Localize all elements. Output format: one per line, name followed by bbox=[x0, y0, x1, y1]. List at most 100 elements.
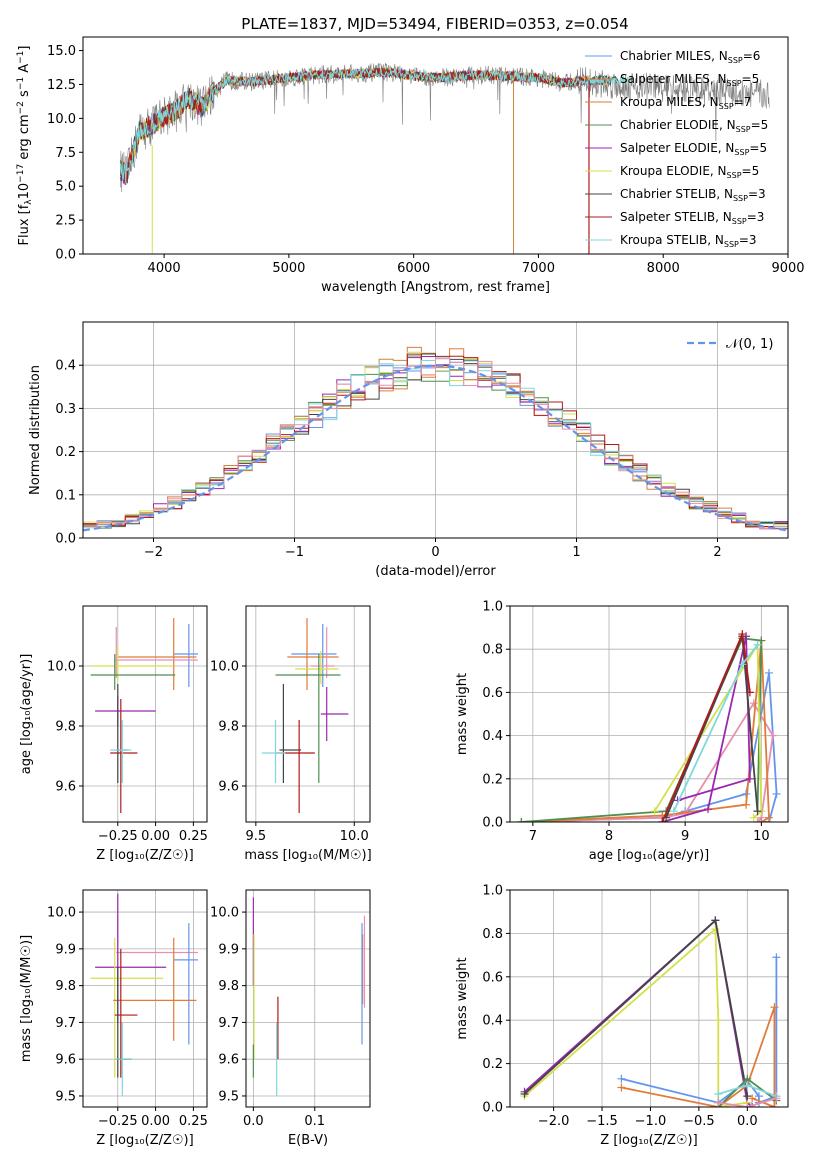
series-marker bbox=[517, 818, 526, 822]
y-tick-label: 0.0 bbox=[55, 532, 76, 547]
x-tick-label: 9000 bbox=[771, 261, 804, 276]
series-marker bbox=[743, 1103, 752, 1107]
histograms bbox=[83, 346, 788, 532]
y-tick-label: 9.7 bbox=[218, 1016, 239, 1031]
legend-entry-6: Kroupa ELODIE, NSSP=5 bbox=[620, 164, 759, 180]
series-line-5 bbox=[621, 1006, 776, 1107]
y-axis-label-part: −17 bbox=[16, 164, 26, 183]
y-tick-label: 0.8 bbox=[482, 927, 503, 942]
mass-weight-vs-age-panel: 7 8 9 10 0.0 0.2 0.4 0.6 0.8 1.0 age [log₁₀(age/yr… bbox=[455, 600, 789, 863]
x-tick-label: 0.0 bbox=[737, 1114, 758, 1129]
series-line-3 bbox=[521, 640, 770, 822]
legend-text: Chabrier STELIB, N bbox=[620, 187, 733, 201]
legend-suffix: =7 bbox=[734, 95, 752, 109]
x-tick-label: 0.00 bbox=[141, 829, 170, 844]
y-tick-label: 7.5 bbox=[55, 146, 76, 161]
age-vs-metallicity-panel: −0.25 0.00 0.25 9.6 9.8 10.0 Z [log₁₀(Z/Z☉)] ag… bbox=[19, 605, 208, 863]
axes-frame bbox=[82, 321, 789, 539]
y-tick-label: 9.9 bbox=[218, 942, 239, 957]
x-tick-label: 10 bbox=[753, 829, 770, 844]
legend-subscript: SSP bbox=[728, 56, 743, 65]
series-marker bbox=[745, 774, 754, 783]
residual-histogram-panel: −2 −1 0 1 2 0.0 0.1 0.2 0.3 0.4 (data-model)/error… bbox=[28, 321, 789, 579]
x-tick-label: 10.0 bbox=[340, 829, 369, 844]
x-tick-label: 4000 bbox=[148, 261, 181, 276]
legend-suffix: =3 bbox=[739, 233, 757, 247]
error-bars bbox=[90, 618, 198, 813]
y-axis-label-part: ] bbox=[17, 46, 32, 51]
axes-frame bbox=[245, 605, 371, 823]
y-axis-label: age [log₁₀(age/yr)] bbox=[19, 654, 34, 775]
y-axis-label: Flux [fλ10−17 erg cm−2 s−1 A−1] bbox=[16, 46, 34, 246]
error-bars bbox=[252, 897, 366, 1096]
series-marker bbox=[617, 1083, 626, 1092]
x-tick-label: 0 bbox=[431, 545, 439, 560]
series-marker bbox=[772, 789, 781, 798]
legend-entry-9: Kroupa STELIB, NSSP=3 bbox=[620, 233, 757, 249]
y-tick-label: 0.1 bbox=[55, 488, 76, 503]
age-vs-mass-panel: 9.5 10.0 9.6 9.8 10.0 mass [log₁₀(M/M☉)] bbox=[210, 605, 372, 863]
legend-subscript: SSP bbox=[732, 217, 747, 226]
y-tick-label: 9.5 bbox=[218, 1089, 239, 1104]
legend-subscript: SSP bbox=[727, 171, 742, 180]
y-tick-label: 10.0 bbox=[47, 660, 76, 675]
legend-subscript: SSP bbox=[733, 194, 748, 203]
y-axis-label-part: erg cm bbox=[17, 114, 32, 163]
series-marker bbox=[745, 688, 754, 697]
model-spectrum-9 bbox=[119, 68, 629, 184]
series-marker bbox=[772, 953, 781, 962]
series-marker bbox=[520, 1089, 529, 1098]
series-marker bbox=[738, 660, 747, 669]
y-tick-label: 9.6 bbox=[218, 1053, 239, 1068]
y-tick-label: 10.0 bbox=[210, 660, 239, 675]
x-axis-label: E(B-V) bbox=[288, 1133, 328, 1148]
y-tick-label: 0.4 bbox=[482, 729, 503, 744]
y-tick-label: 9.8 bbox=[218, 979, 239, 994]
legend-text: Kroupa STELIB, N bbox=[620, 233, 724, 247]
spectrum-lines bbox=[119, 63, 770, 254]
y-tick-label: 9.9 bbox=[55, 942, 76, 957]
y-tick-label: 0.2 bbox=[482, 772, 503, 787]
x-axis-label: wavelength [Angstrom, rest frame] bbox=[321, 280, 550, 295]
legend-suffix: =5 bbox=[749, 141, 767, 155]
y-axis-label-part: −1 bbox=[16, 77, 26, 90]
series-marker bbox=[617, 1074, 626, 1083]
y-tick-label: 9.8 bbox=[218, 720, 239, 735]
y-tick-label: 9.6 bbox=[55, 780, 76, 795]
series-marker bbox=[748, 1094, 757, 1103]
x-tick-label: 8 bbox=[605, 829, 613, 844]
legend-entry-7: Chabrier STELIB, NSSP=3 bbox=[620, 187, 766, 203]
x-tick-label: 8000 bbox=[647, 261, 680, 276]
y-axis-label-part: λ bbox=[24, 199, 34, 205]
x-tick-label: 0.0 bbox=[243, 1114, 264, 1129]
series-marker bbox=[711, 925, 720, 934]
mass-weight-lines bbox=[520, 916, 781, 1107]
x-tick-label: −1.5 bbox=[586, 1114, 618, 1129]
x-tick-label: −2.0 bbox=[538, 1114, 570, 1129]
y-tick-label: 0.2 bbox=[55, 445, 76, 460]
y-tick-label: 12.5 bbox=[47, 78, 76, 93]
legend-text: Salpeter STELIB, N bbox=[620, 210, 732, 224]
series-marker bbox=[738, 630, 747, 639]
axes-frame bbox=[509, 889, 789, 1108]
series-marker bbox=[650, 807, 659, 816]
legend-subscript: SSP bbox=[727, 79, 742, 88]
y-tick-label: 9.5 bbox=[55, 1089, 76, 1104]
y-tick-label: 0.6 bbox=[482, 970, 503, 985]
y-axis-label-part: A bbox=[17, 64, 32, 77]
x-tick-label: 1 bbox=[572, 545, 580, 560]
series-marker bbox=[748, 1103, 757, 1107]
y-axis-label: mass weight bbox=[455, 673, 470, 755]
y-tick-label: 0.4 bbox=[482, 1014, 503, 1029]
series-marker bbox=[711, 916, 720, 925]
series-marker bbox=[714, 1089, 723, 1098]
y-tick-label: 0.6 bbox=[482, 686, 503, 701]
y-tick-label: 0.0 bbox=[482, 816, 503, 831]
series-marker bbox=[764, 668, 773, 677]
legend-text: Chabrier ELODIE, N bbox=[620, 118, 736, 132]
legend-entry-1: Chabrier MILES, NSSP=6 bbox=[620, 49, 760, 65]
x-tick-label: −2 bbox=[144, 545, 163, 560]
legend-subscript: SSP bbox=[719, 102, 734, 111]
x-tick-label: −1.0 bbox=[635, 1114, 667, 1129]
spectrum-panel: 4000 5000 6000 7000 8000 9000 0.0 2.5 5.0 7.5 10.0… bbox=[16, 36, 805, 295]
